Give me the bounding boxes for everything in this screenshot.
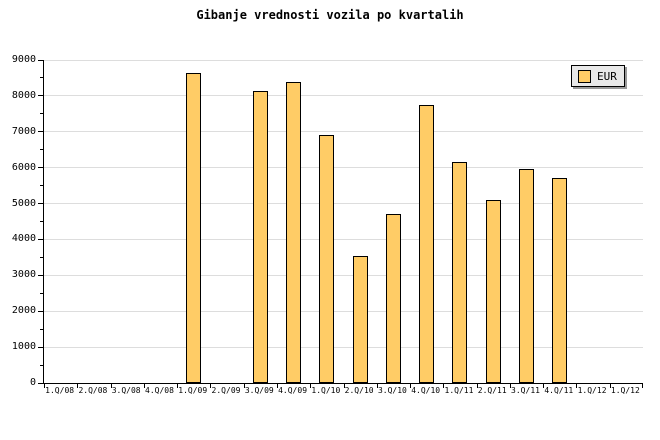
x-axis-label: 3.Q/11 (511, 386, 540, 395)
x-tick (410, 383, 411, 388)
chart-bar (419, 104, 435, 383)
y-axis-label: 9000 (11, 54, 36, 65)
y-axis-label: 8000 (11, 89, 36, 101)
gridline (44, 346, 643, 348)
y-axis-label: 7000 (11, 125, 36, 137)
x-tick (44, 383, 45, 388)
y-tick-minor (40, 221, 43, 222)
y-tick-major (38, 95, 43, 97)
x-tick (642, 383, 643, 388)
x-axis-label: 2.Q/08 (78, 386, 108, 395)
y-tick-major (38, 346, 43, 348)
x-axis-label: 2.Q/09 (211, 386, 241, 395)
x-tick (244, 383, 245, 388)
y-axis-label: 4000 (11, 233, 36, 245)
legend: EUR (571, 65, 625, 87)
x-tick (111, 383, 112, 388)
gridline (44, 95, 643, 97)
y-axis-label: 1000 (11, 341, 36, 353)
x-axis-labels: 1.Q/08 2.Q/08 3.Q/08 4.Q/08 1.Q/09 2.Q/09 3.Q/… (43, 386, 642, 398)
chart-bar (286, 81, 302, 383)
x-axis-label: 3.Q/08 (111, 386, 141, 395)
x-tick (310, 383, 311, 388)
x-tick (443, 383, 444, 388)
x-axis-label: 3.Q/09 (244, 386, 274, 395)
plot-area (38, 59, 643, 388)
chart-bar (385, 214, 401, 383)
x-axis-label: 1.Q/09 (178, 386, 208, 395)
y-tick-major (38, 382, 43, 384)
gridline (44, 203, 643, 205)
chart-bar (552, 178, 568, 383)
x-tick (543, 383, 544, 388)
y-tick-minor (40, 149, 43, 151)
chart-bar (186, 72, 202, 383)
x-axis-label: 1.Q/08 (45, 386, 75, 395)
x-tick (77, 383, 78, 388)
y-tick-minor (40, 77, 43, 79)
x-axis-label: 4.Q/09 (278, 386, 308, 395)
y-tick-major (38, 274, 43, 276)
x-tick (477, 383, 478, 388)
y-tick-major (38, 167, 43, 169)
y-tick-minor (40, 292, 43, 294)
x-axis-label: 4.Q/08 (145, 386, 174, 395)
x-axis-label: 4.Q/11 (544, 386, 574, 395)
x-axis-label: 2.Q/10 (344, 386, 374, 395)
gridline (44, 310, 643, 312)
x-tick (610, 383, 611, 388)
chart-bar (252, 90, 268, 383)
chart-bar (352, 255, 368, 383)
x-tick (177, 383, 178, 388)
chart-bar (319, 135, 335, 383)
x-axis-label: 1.Q/11 (444, 386, 474, 395)
y-tick-minor (40, 364, 43, 366)
chart-bar (485, 199, 501, 383)
y-axis-label: 5000 (11, 197, 36, 209)
chart-bar (519, 169, 535, 383)
gridline (44, 59, 643, 61)
x-axis-label: 1.Q/12 (610, 386, 640, 395)
y-tick-minor (40, 256, 43, 258)
y-tick-minor (40, 328, 43, 330)
chart-title: Gibanje vrednosti vozila po kvartalih (196, 8, 464, 22)
x-tick (210, 383, 211, 388)
gridline (44, 131, 643, 133)
legend-swatch (578, 69, 591, 83)
y-tick-minor (40, 185, 43, 187)
y-tick-major (38, 59, 43, 61)
legend-label: EUR (597, 69, 617, 83)
x-tick (144, 383, 145, 388)
x-axis-label: 3.Q/10 (377, 386, 407, 395)
x-tick (277, 383, 278, 388)
chart-bar (452, 162, 468, 383)
x-tick (576, 383, 577, 388)
y-axis-label: 3000 (11, 269, 36, 281)
y-axis-label: 6000 (11, 161, 36, 173)
y-axis-labels: 0 1000 2000 3000 4000 5000 6000 7000 8000 9000 (0, 55, 36, 388)
x-tick (344, 383, 345, 388)
x-tick (510, 383, 511, 388)
y-tick-major (38, 131, 43, 133)
y-tick-major (38, 203, 43, 205)
gridline (44, 274, 643, 276)
y-tick-major (38, 238, 43, 240)
x-axis-label: 1.Q/12 (577, 386, 607, 395)
gridline (44, 167, 643, 169)
y-axis-label: 0 (29, 377, 36, 388)
x-tick (377, 383, 378, 388)
x-axis-label: 1.Q/10 (311, 386, 341, 395)
y-tick-minor (40, 113, 43, 115)
y-tick-major (38, 310, 43, 312)
gridline (44, 238, 643, 240)
x-axis-label: 4.Q/10 (411, 386, 441, 395)
x-axis-label: 2.Q/11 (477, 386, 507, 395)
y-axis-label: 2000 (11, 305, 36, 317)
